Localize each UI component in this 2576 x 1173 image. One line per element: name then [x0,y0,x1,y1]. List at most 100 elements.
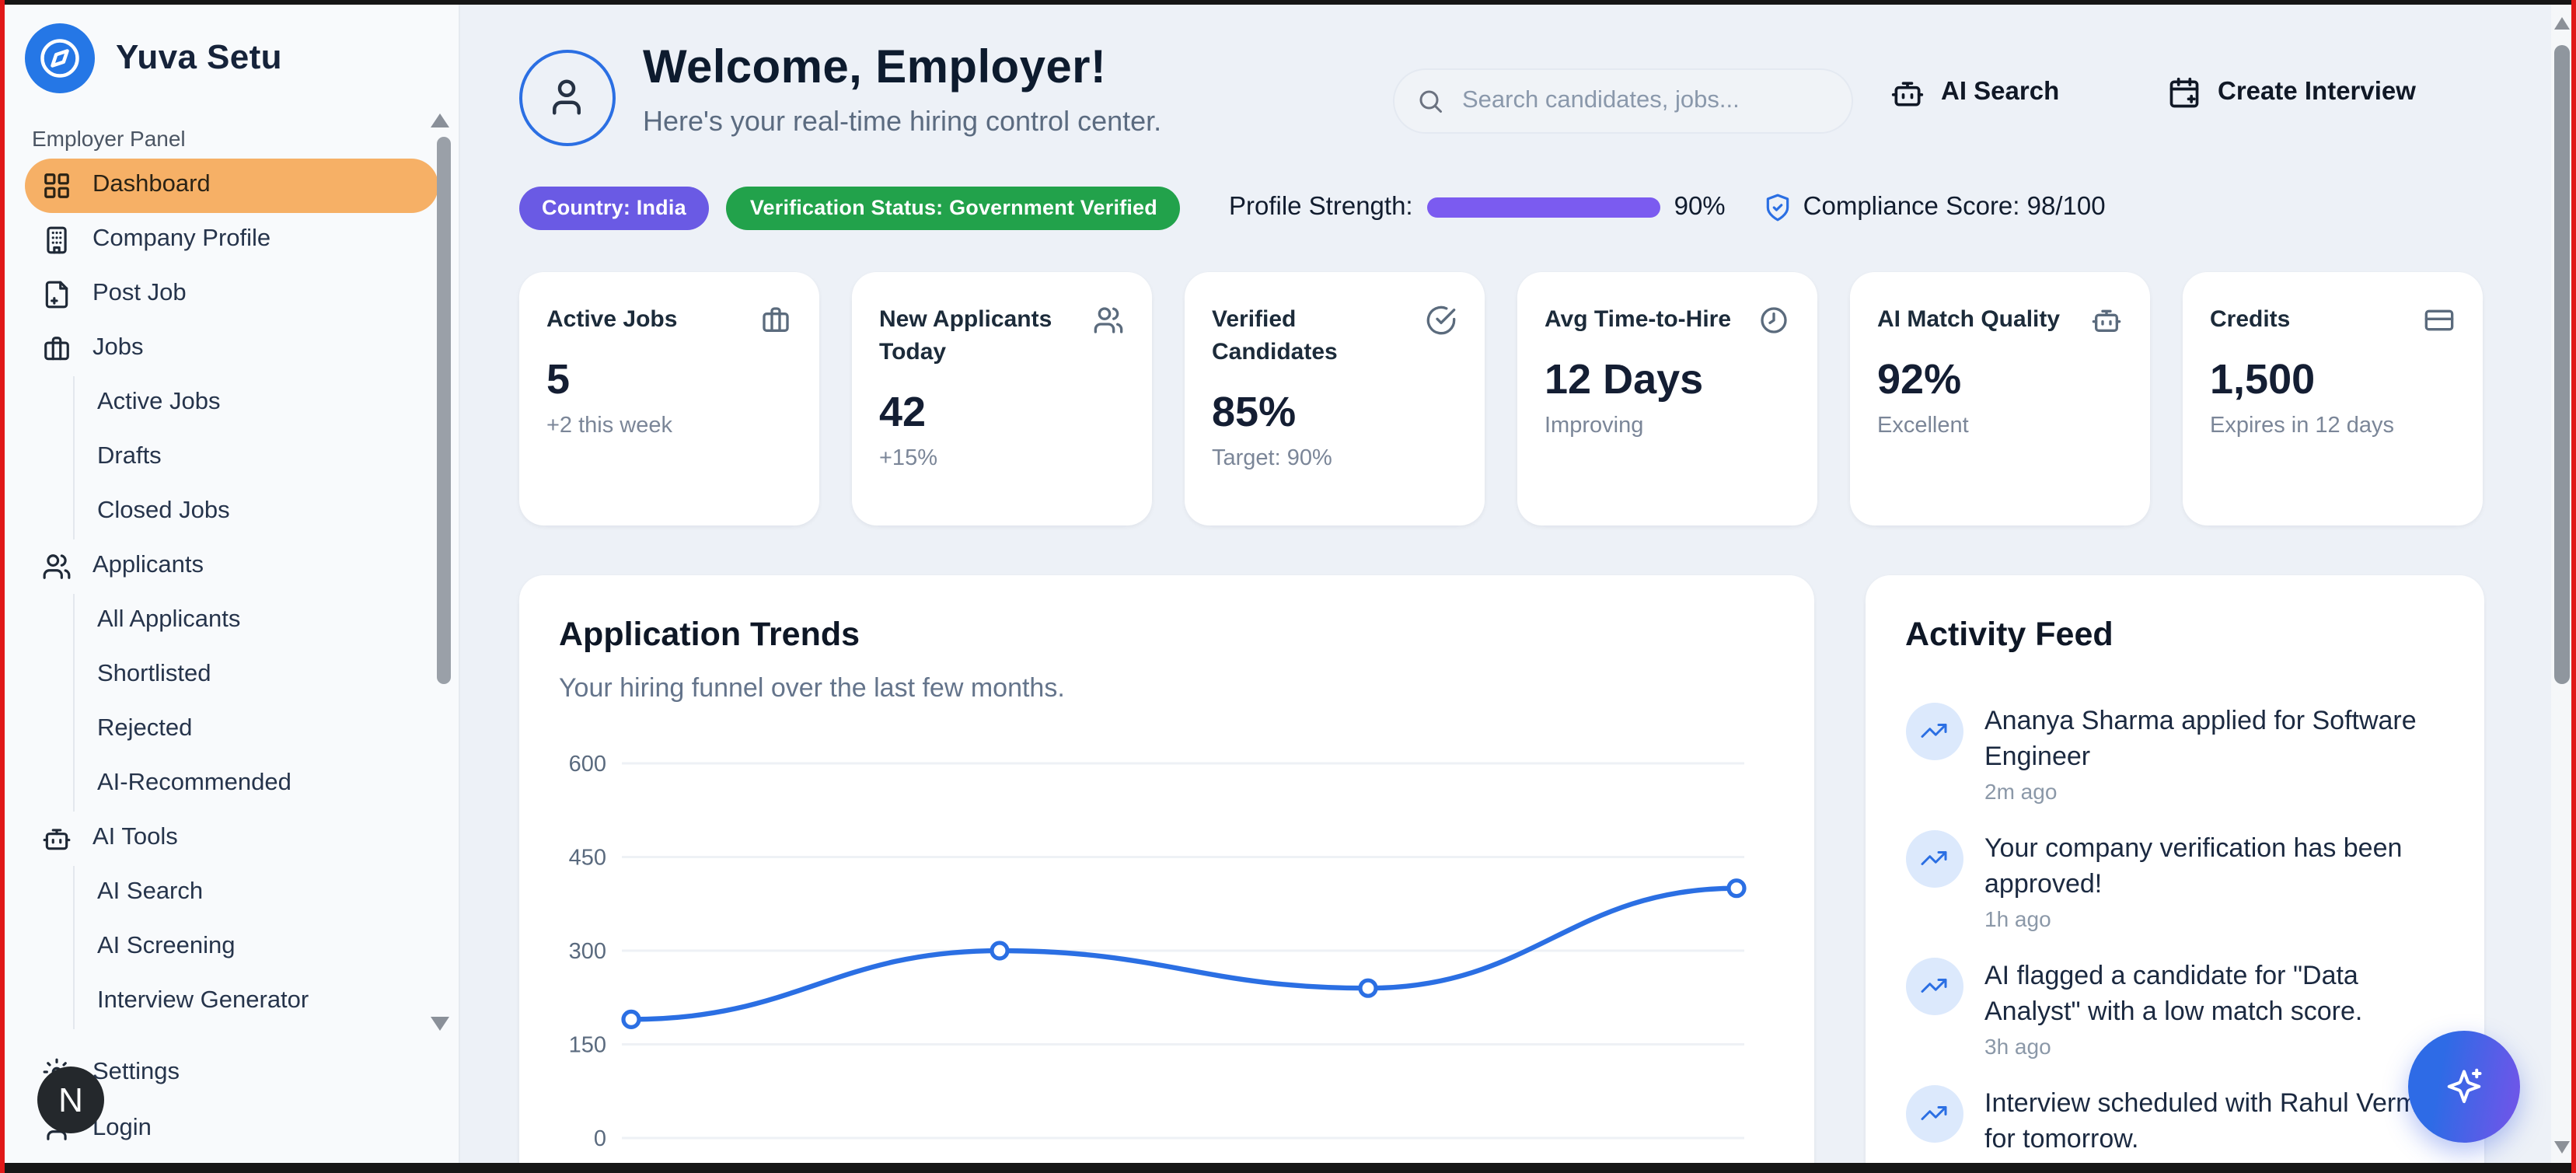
stat-value: 12 Days [1545,355,1704,402]
stat-value: 42 [879,388,927,435]
stat-card: AI Match Quality 92% Excellent [1849,271,2149,525]
stat-note: +2 this week [546,413,673,438]
briefcase-icon [41,333,72,364]
sidebar-item-label: Interview Generator [97,987,309,1014]
brand-title: Yuva Setu [116,37,282,76]
stat-card: Active Jobs 5 +2 this week [518,271,819,525]
page-subtitle: Here's your real-time hiring control cen… [643,105,1162,136]
clock-icon [1757,304,1789,335]
stat-card: Credits 1,500 Expires in 12 days [2182,271,2482,525]
sidebar-item-rejected[interactable]: Rejected [24,702,438,756]
application-trends-card: Application Trends Your hiring funnel ov… [518,574,1813,1173]
sidebar-item-ai-recommended[interactable]: AI-Recommended [24,756,438,811]
sidebar-item-active-jobs[interactable]: Active Jobs [24,375,438,430]
trending-up-icon [1905,957,1963,1014]
global-search [1392,68,1852,133]
sidebar-item-label: AI Screening [97,933,236,959]
window-frame-top [0,0,2576,4]
sidebar-item-label: Dashboard [92,171,211,197]
sidebar-nav: Dashboard Company Profile Post Job Jobs … [4,158,458,1028]
activity-time: 1h ago [1984,906,2051,930]
status-bar: Country: India Verification Status: Gove… [518,186,2106,229]
scroll-down-arrow[interactable] [2553,1140,2569,1153]
sidebar-item-label: Closed Jobs [97,497,230,524]
n-overlay-badge[interactable]: N [37,1067,104,1133]
stat-card: New Applicants Today 42 +15% [851,271,1151,525]
sidebar-scrollbar-thumb[interactable] [436,136,450,683]
activity-text: Your company verification has been appro… [1984,833,2403,898]
sidebar-item-drafts[interactable]: Drafts [24,430,438,484]
activity-feed-item: AI flagged a candidate for "Data Analyst… [1905,957,2443,1058]
sidebar-item-all-applicants[interactable]: All Applicants [24,593,438,648]
sidebar-item-label: AI-Recommended [97,770,291,796]
sidebar-item-label: AI Tools [92,824,178,850]
ai-assistant-fab[interactable] [2408,1031,2520,1143]
svg-text:600: 600 [568,751,606,776]
check-circle-icon [1425,304,1456,368]
users-icon [41,550,72,581]
briefcase-icon [759,304,791,335]
stat-title: Avg Time-to-Hire [1545,305,1732,332]
sidebar-item-label: Post Job [92,280,187,306]
page-scrollbar-thumb[interactable] [2554,44,2569,683]
sidebar-item-settings[interactable]: Settings [24,1044,438,1100]
sidebar-section-label: Employer Panel [32,125,186,150]
sidebar-item-jobs[interactable]: Jobs [24,321,438,375]
svg-text:300: 300 [568,938,606,963]
search-input[interactable] [1459,85,1829,116]
sidebar-scroll-up-arrow[interactable] [430,113,449,127]
compass-logo-icon [24,23,94,93]
sidebar-item-dashboard[interactable]: Dashboard [24,158,438,212]
sidebar-item-ai-search[interactable]: AI Search [24,865,438,920]
activity-text: AI flagged a candidate for "Data Analyst… [1984,960,2363,1025]
activity-text: Interview scheduled with Rahul Verma for… [1984,1087,2433,1153]
profile-strength-label: Profile Strength: [1228,193,1413,221]
sidebar: Yuva Setu Employer Panel Dashboard Compa… [4,4,459,1162]
sidebar-item-ai-tools[interactable]: AI Tools [24,811,438,865]
shield-check-icon [1763,193,1792,222]
ai-search-label: AI Search [1941,78,2060,106]
sidebar-scroll-down-arrow[interactable] [430,1016,449,1030]
svg-text:450: 450 [568,845,606,870]
stat-card: Verified Candidates 85% Target: 90% [1184,271,1484,525]
activity-feed-item: Ananya Sharma applied for Software Engin… [1905,702,2443,803]
brand[interactable]: Yuva Setu [4,4,458,105]
window-frame-bottom [0,1162,2576,1173]
sidebar-item-label: Jobs [92,334,144,361]
ai-search-button[interactable]: AI Search [1890,75,2059,110]
bot-icon [2090,304,2121,335]
stat-card: Avg Time-to-Hire 12 Days Improving [1517,271,1817,525]
window-frame-left [0,0,4,1173]
create-interview-button[interactable]: Create Interview [2166,75,2416,110]
activity-feed-item: Interview scheduled with Rahul Verma for… [1905,1084,2443,1156]
sidebar-item-applicants[interactable]: Applicants [24,539,438,593]
trends-chart: 0 150 300 450 600 [568,751,1746,1150]
sidebar-footer: Settings Login [24,1044,438,1156]
sidebar-item-label: Drafts [97,443,162,470]
main-content: Welcome, Employer! Here's your real-time… [459,4,2551,1173]
activity-time: 2m ago [1984,778,2058,803]
stat-title: Active Jobs [546,305,678,332]
page-scrollbar[interactable] [2551,4,2572,1162]
user-icon [546,76,588,118]
scroll-up-arrow[interactable] [2553,16,2569,29]
sidebar-item-closed-jobs[interactable]: Closed Jobs [24,484,438,539]
svg-text:0: 0 [593,1126,606,1150]
sidebar-item-shortlisted[interactable]: Shortlisted [24,648,438,702]
profile-strength-bar [1426,197,1660,218]
building-icon [41,224,72,255]
stat-note: Expires in 12 days [2210,413,2394,438]
sidebar-item-post-job[interactable]: Post Job [24,267,438,321]
grid-icon [41,169,72,201]
sidebar-item-label: Settings [92,1058,180,1084]
sidebar-item-login[interactable]: Login [24,1100,438,1156]
activity-feed-list: Ananya Sharma applied for Software Engin… [1905,702,2443,1156]
sidebar-item-interview-generator[interactable]: Interview Generator [24,974,438,1028]
activity-time: 3h ago [1984,1033,2051,1058]
stat-note: Excellent [1877,413,1969,438]
sidebar-item-company-profile[interactable]: Company Profile [24,212,438,267]
employer-avatar [518,49,615,145]
stat-title: Credits [2210,305,2291,332]
sidebar-item-label: Rejected [97,715,193,742]
sidebar-item-ai-screening[interactable]: AI Screening [24,920,438,974]
